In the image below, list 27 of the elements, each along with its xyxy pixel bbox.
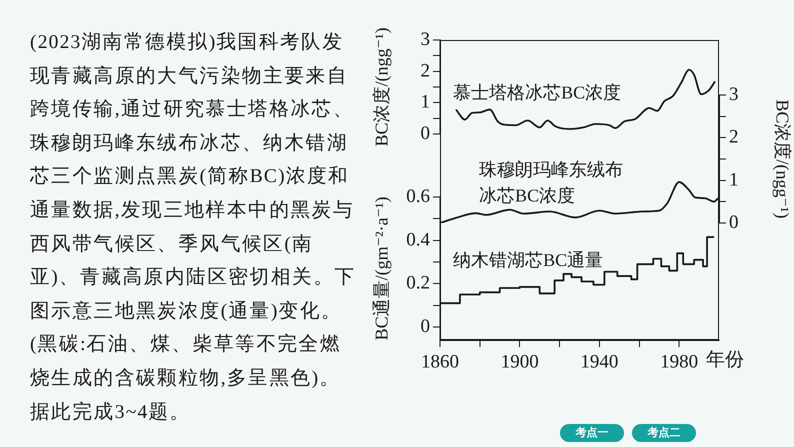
x-tick-label: 1940 bbox=[580, 351, 618, 372]
text: (2023湖南常德模拟)我国科考队发现青藏高原的大气污染物主要来自跨境传输,通过研究慕士塔格冰芯、珠穆朗玛峰东绒布冰芯、纳木错湖芯三个监测点黑炭(简称BC)浓度和通量数据,发现三地样本中的黑炭与西风带气候区、季风气候区(南亚)、青藏高原内陆区密切相关。下图示意三地黑炭浓度(通量)变化。(黑碳:石油、煤、柴草等不完全燃烧生成的含碳颗粒物,多呈黑色)。据此完成3~4题。 bbox=[30, 32, 356, 423]
series-label: 纳木错湖芯BC通量 bbox=[453, 250, 604, 270]
x-tick-label: 1860 bbox=[421, 351, 459, 372]
y2-axis-title: BC浓度/(ngg⁻¹) bbox=[772, 100, 792, 218]
y2-tick-label: 0 bbox=[729, 212, 738, 233]
x-tick-label: 1900 bbox=[500, 351, 539, 372]
text: 考点二 bbox=[632, 424, 696, 442]
y-tick-label: 3 bbox=[420, 28, 430, 50]
text: 考点一 bbox=[560, 424, 624, 442]
series-label: 慕士塔格冰芯BC浓度 bbox=[453, 82, 622, 102]
y-tick-label: 0.6 bbox=[406, 186, 430, 207]
y-tick-label: 0.4 bbox=[406, 229, 430, 250]
y-tick-label: 0.2 bbox=[406, 272, 430, 294]
y-tick-label: 2 bbox=[420, 60, 430, 82]
y-axis-title: BC通量/(gm⁻²·a⁻¹) bbox=[372, 196, 392, 340]
x-axis-title: 年份 bbox=[706, 349, 744, 370]
y-tick-label: 1 bbox=[420, 92, 430, 113]
y2-tick-label: 2 bbox=[729, 126, 738, 148]
y-tick-label: 0 bbox=[420, 316, 430, 337]
x-tick-label: 1980 bbox=[660, 351, 698, 372]
y-tick-label: 0 bbox=[420, 122, 430, 144]
y2-tick-label: 1 bbox=[729, 169, 738, 190]
series-label: 珠穆朗玛峰东绒布冰芯BC浓度 bbox=[479, 159, 624, 206]
y-axis-title: BC浓度/(ngg⁻¹) bbox=[372, 28, 392, 146]
y2-tick-label: 3 bbox=[729, 84, 738, 105]
line-series bbox=[455, 68, 716, 130]
